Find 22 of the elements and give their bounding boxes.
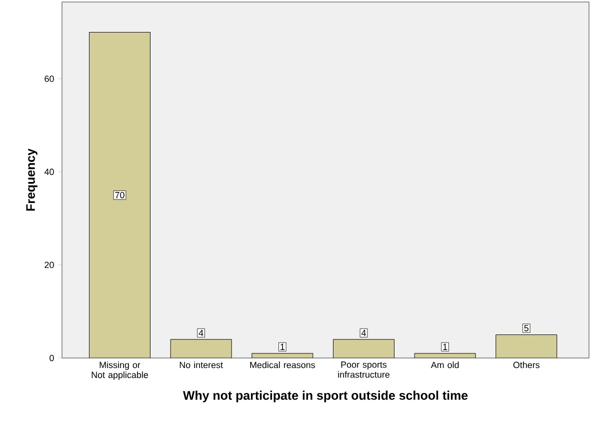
data-label: 5 xyxy=(524,325,528,332)
x-tick-label: Missing or Not applicable xyxy=(92,362,148,380)
bar xyxy=(333,339,394,358)
x-tick-label: Others xyxy=(513,362,540,368)
y-tick-label: 20 xyxy=(44,262,54,268)
x-tick-label: No interest xyxy=(180,362,223,368)
bar xyxy=(89,32,150,358)
y-tick-label: 60 xyxy=(44,76,54,82)
x-tick-label: Medical reasons xyxy=(250,362,315,368)
data-label: 4 xyxy=(198,330,204,336)
y-tick-label: 0 xyxy=(50,354,54,362)
data-label: 4 xyxy=(361,330,366,336)
bar xyxy=(170,339,232,358)
data-label: 1 xyxy=(443,344,448,350)
bar xyxy=(496,334,558,358)
x-tick-label: Poor sports infrastructure xyxy=(338,362,390,378)
data-label: 1 xyxy=(280,344,284,350)
y-tick-label: 40 xyxy=(44,168,54,176)
x-axis-title: Why not participate in sport outside school time xyxy=(182,390,468,402)
data-label: 70 xyxy=(115,192,124,198)
y-axis-title: Frequency xyxy=(26,148,38,211)
x-tick-label: Am old xyxy=(430,362,459,368)
